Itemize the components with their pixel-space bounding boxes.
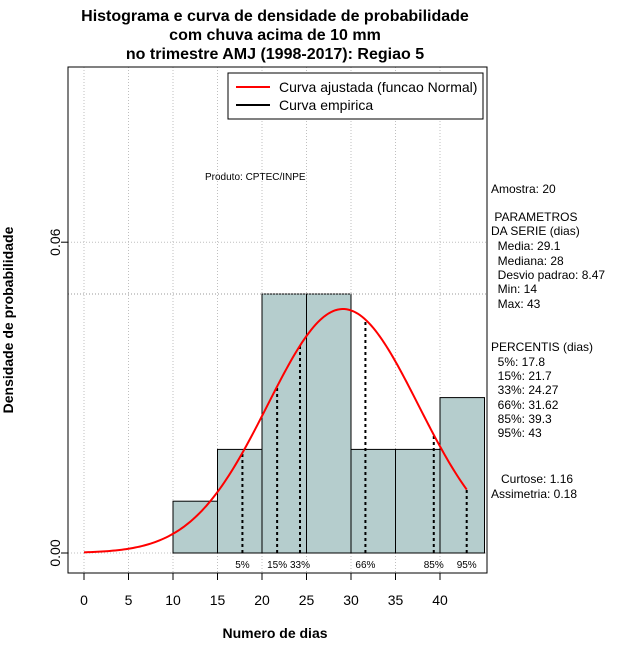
x-tick-label: 10 xyxy=(165,592,181,608)
params-title-1: PARAMETROS xyxy=(491,210,578,224)
sample-size: Amostra: 20 xyxy=(491,182,556,196)
stat-skewness: Assimetria: 0.18 xyxy=(491,487,578,501)
plot-frame xyxy=(67,66,488,574)
legend-box xyxy=(227,72,484,120)
y-tick-label: 0.06 xyxy=(47,228,63,255)
x-tick-label: 15 xyxy=(210,592,226,608)
chart-title: Histograma e curva de densidade de proba… xyxy=(81,8,469,63)
histogram-bar xyxy=(306,293,352,554)
legend-label-normal: Curva ajustada (funcao Normal) xyxy=(279,79,477,95)
chart-title-line: no trimestre AMJ (1998-2017): Regiao 5 xyxy=(126,46,424,63)
stat-p33: 33%: 24.27 xyxy=(491,383,559,397)
params-title-2: DA SERIE (dias) xyxy=(491,224,580,238)
x-tick-label: 40 xyxy=(432,592,448,608)
chart-title-line: com chuva acima de 10 mm xyxy=(169,27,381,44)
normal-curve xyxy=(83,308,468,554)
y-tick-label: 0.00 xyxy=(47,539,63,566)
percentiles-title: PERCENTIS (dias) xyxy=(491,340,594,354)
percentile-label: 95% xyxy=(457,560,477,571)
percentile-lines: 5% 15% 33% 66% 85% 95% xyxy=(235,319,477,571)
x-tick-label: 30 xyxy=(343,592,359,608)
percentile-label: 15% xyxy=(267,560,287,571)
histogram-bar xyxy=(439,397,485,554)
stat-p85: 85%: 39.3 xyxy=(491,412,552,426)
percentile-label: 33% xyxy=(290,560,310,571)
percentile-label: 66% xyxy=(355,560,375,571)
stat-kurtosis: Curtose: 1.16 xyxy=(491,472,574,486)
histogram-bar xyxy=(217,448,263,554)
x-tick-label: 5 xyxy=(125,592,133,608)
legend: Curva ajustada (funcao Normal) Curva empi… xyxy=(227,72,484,120)
histogram-bar xyxy=(395,448,441,554)
density-curves xyxy=(83,308,468,554)
stat-sd: Desvio padrao: 8.47 xyxy=(491,268,606,282)
stat-p15: 15%: 21.7 xyxy=(491,369,552,383)
legend-label-empirical: Curva empirica xyxy=(279,97,373,113)
axes: 0 5 10 15 20 25 30 35 40 0.00 0.06 Numero de dias De… xyxy=(0,66,488,641)
histogram-bar xyxy=(350,448,396,554)
histogram-bar xyxy=(172,500,218,554)
x-tick-label: 35 xyxy=(388,592,404,608)
stat-min: Min: 14 xyxy=(491,282,538,296)
stat-median: Mediana: 28 xyxy=(491,254,564,268)
stat-max: Max: 43 xyxy=(491,297,541,311)
x-tick-label: 0 xyxy=(80,592,88,608)
y-axis-label: Densidade de probabilidade xyxy=(0,226,16,413)
product-note: Produto: CPTEC/INPE xyxy=(205,172,306,183)
stat-p5: 5%: 17.8 xyxy=(491,355,546,369)
x-tick-label: 25 xyxy=(299,592,315,608)
x-axis-label: Numero de dias xyxy=(222,625,327,641)
chart-title-line: Histograma e curva de densidade de proba… xyxy=(81,8,469,25)
stat-p95: 95%: 43 xyxy=(491,426,542,440)
percentile-label: 5% xyxy=(235,560,250,571)
stat-mean: Media: 29.1 xyxy=(491,239,561,253)
percentile-label: 85% xyxy=(424,560,444,571)
histogram-bars xyxy=(68,293,487,554)
stat-p66: 66%: 31.62 xyxy=(491,398,559,412)
x-tick-label: 20 xyxy=(254,592,270,608)
